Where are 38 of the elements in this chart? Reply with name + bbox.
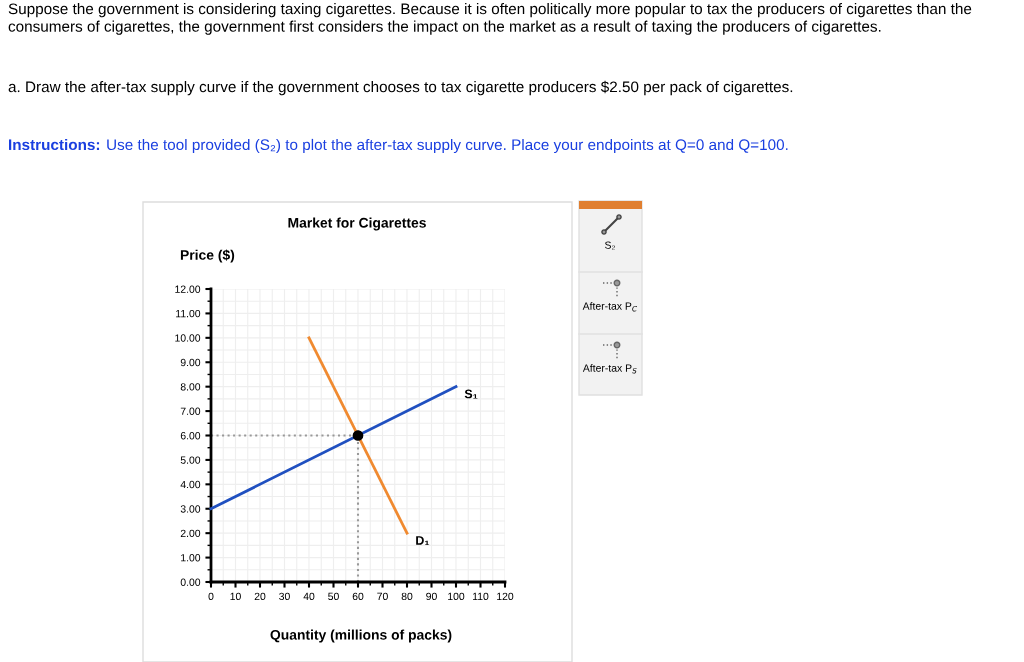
y-tick-label: 7.00 — [180, 407, 201, 415]
y-tick-label: 10.00 — [175, 334, 201, 342]
series-label: S₁ — [464, 389, 478, 399]
x-tick-label: 10 — [230, 592, 241, 601]
y-tick-label: 6.00 — [180, 432, 201, 440]
x-tick-label: 100 — [448, 592, 465, 601]
text: Use the tool provided (S₂) to plot the after-tax supply curve. Place your endpoints at Q=0 and Q=100. — [107, 138, 788, 154]
x-tick-label: 70 — [377, 592, 388, 601]
series-label: D₁ — [416, 536, 430, 546]
x-tick-label: 20 — [254, 592, 266, 601]
x-tick-label: 40 — [303, 592, 315, 601]
x-axis-title: Quantity (millions of packs) — [270, 629, 452, 643]
text: Instructions: — [9, 138, 100, 151]
text: S₂ — [604, 241, 615, 250]
x-tick-label: 80 — [401, 592, 413, 601]
y-tick-label: 12.00 — [175, 285, 201, 293]
y-tick-label: 2.00 — [180, 529, 201, 538]
text: Suppose the government is considering taxing cigarettes. Because it is often politically more popular to tax the producers of cigarettes than the consumers of cigarettes, the government first considers the impact on the market as a result of taxing the producers of cigarettes. — [8, 3, 972, 35]
x-tick-label: 110 — [472, 592, 489, 601]
x-tick-label: 30 — [279, 592, 290, 601]
text: After-tax P$_{S}$ — [582, 364, 637, 374]
y-axis-title: Price ($) — [180, 249, 235, 263]
y-tick-label: 0.00 — [180, 578, 201, 586]
x-tick-label: 60 — [352, 592, 364, 601]
x-tick-label: 90 — [426, 592, 437, 601]
y-tick-label: 1.00 — [181, 554, 201, 562]
y-tick-label: 4.00 — [180, 480, 201, 489]
y-tick-label: 11.00 — [176, 309, 201, 318]
y-tick-label: 5.00 — [180, 456, 201, 464]
y-tick-label: 3.00 — [180, 505, 201, 513]
x-tick-label: 0 — [208, 592, 214, 601]
text: a. Draw the after-tax supply curve if the government chooses to tax cigarette producers $2.50 per pack of cigarettes. — [8, 80, 793, 96]
chart-title: Market for Cigarettes — [288, 217, 426, 231]
x-tick-label: 120 — [497, 592, 514, 601]
x-tick-label: 50 — [328, 592, 339, 601]
y-tick-label: 9.00 — [180, 358, 201, 367]
y-tick-label: 8.00 — [180, 383, 201, 391]
text: After-tax P$_{C}$ — [582, 302, 638, 312]
